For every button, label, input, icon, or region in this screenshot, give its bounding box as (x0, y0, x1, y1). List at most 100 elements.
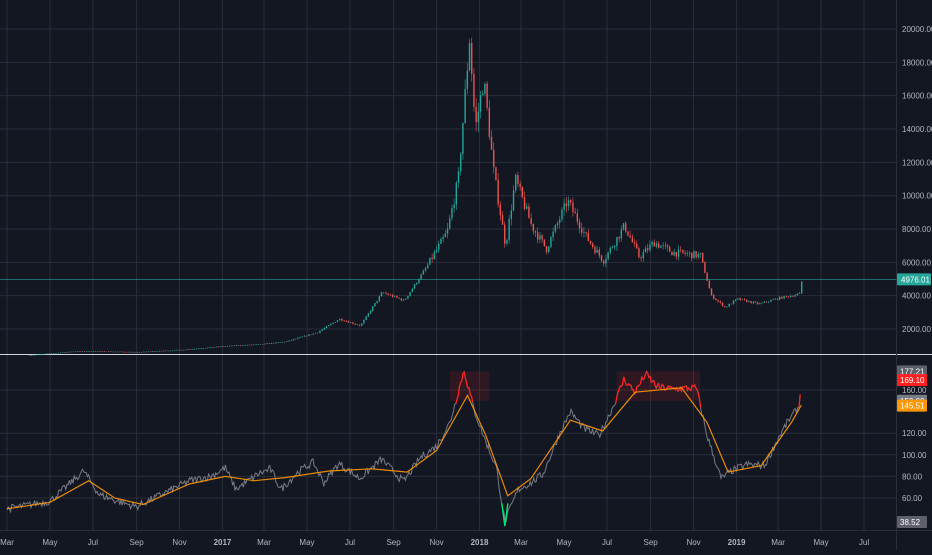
candle-body (297, 338, 298, 339)
candle-body (381, 293, 382, 297)
candle-body (112, 352, 113, 353)
candle-body (684, 253, 685, 254)
candle-body (238, 345, 239, 346)
candle-body (502, 215, 503, 224)
candle-body (676, 252, 677, 257)
candle-body (306, 336, 307, 337)
candle-body (713, 295, 714, 299)
candle-body (766, 302, 767, 303)
candle-body (319, 331, 320, 333)
candle-body (106, 352, 107, 353)
candle-body (605, 259, 606, 264)
extreme-high-segment (629, 384, 630, 385)
candle-body (673, 252, 674, 255)
candle-body (205, 348, 206, 349)
candle-body (733, 301, 734, 304)
indicator-ma-label: 145.51 (900, 402, 925, 411)
candle-body (198, 349, 199, 350)
candle-body (60, 353, 61, 354)
candle-body (486, 84, 487, 108)
candle-body (519, 184, 520, 187)
candle-body (132, 352, 133, 353)
candle-body (500, 204, 501, 215)
candle-body (442, 237, 443, 239)
candle-body (574, 212, 575, 214)
candle-body (240, 345, 241, 346)
candle-body (313, 334, 314, 335)
candle-body (40, 354, 41, 355)
candle-body (95, 351, 96, 352)
candle-body (665, 245, 666, 246)
price-tick-label: 10000.00 (902, 192, 932, 201)
candle-body (79, 351, 80, 352)
candle-body (134, 352, 135, 353)
candle-body (746, 300, 747, 302)
candle-body (702, 253, 703, 262)
candle-body (801, 281, 802, 293)
time-tick-label: Nov (172, 538, 186, 547)
candle-body (418, 279, 419, 282)
candle-body (431, 258, 432, 259)
candle-body (634, 242, 635, 243)
extreme-high-segment (678, 391, 679, 392)
candle-body (207, 348, 208, 349)
candle-body (555, 225, 556, 231)
candle-body (258, 344, 259, 345)
extreme-high-segment (461, 381, 462, 382)
candle-body (156, 351, 157, 352)
candle-body (647, 248, 648, 250)
candle-body (739, 298, 740, 300)
time-tick-label: Mar (0, 538, 14, 547)
candle-body (90, 351, 91, 352)
candle-body (504, 225, 505, 244)
candle-body (324, 328, 325, 329)
candle-body (183, 350, 184, 351)
candle-body (354, 324, 355, 325)
candle-body (607, 252, 608, 258)
candle-body (49, 354, 50, 355)
candle-body (225, 346, 226, 347)
candle-body (561, 210, 562, 220)
time-tick-label: Sep (644, 538, 659, 547)
candle-body (262, 344, 263, 345)
candle-body (429, 258, 430, 265)
candle-body (548, 247, 549, 252)
candle-body (280, 342, 281, 343)
price-tick-label: 16000.00 (902, 92, 932, 101)
candle-body (174, 350, 175, 351)
candle-body (304, 336, 305, 337)
candle-body (44, 354, 45, 355)
candle-body (678, 249, 679, 256)
candle-body (436, 250, 437, 252)
candle-body (148, 352, 149, 353)
candle-body (781, 297, 782, 299)
candle-body (524, 197, 525, 209)
time-tick-label: Nov (429, 538, 443, 547)
candle-body (348, 321, 349, 322)
candle-body (480, 95, 481, 111)
candle-body (720, 301, 721, 302)
time-tick-label: Jul (859, 538, 869, 547)
candle-body (434, 252, 435, 259)
candle-body (579, 222, 580, 229)
candle-body (330, 324, 331, 325)
candle-body (603, 261, 604, 264)
candle-body (251, 345, 252, 346)
candle-body (636, 244, 637, 249)
candle-body (350, 322, 351, 323)
candle-body (229, 346, 230, 347)
candle-body (414, 284, 415, 288)
candle-body (449, 218, 450, 228)
candle-body (656, 244, 657, 247)
candle-body (73, 352, 74, 353)
candle-body (423, 271, 424, 275)
candle-body (341, 319, 342, 321)
candle-body (572, 203, 573, 212)
candle-body (390, 295, 391, 296)
price-tick-label: 8000.00 (902, 225, 931, 234)
candle-body (640, 257, 641, 258)
candle-body (93, 351, 94, 352)
candle-body (119, 352, 120, 353)
